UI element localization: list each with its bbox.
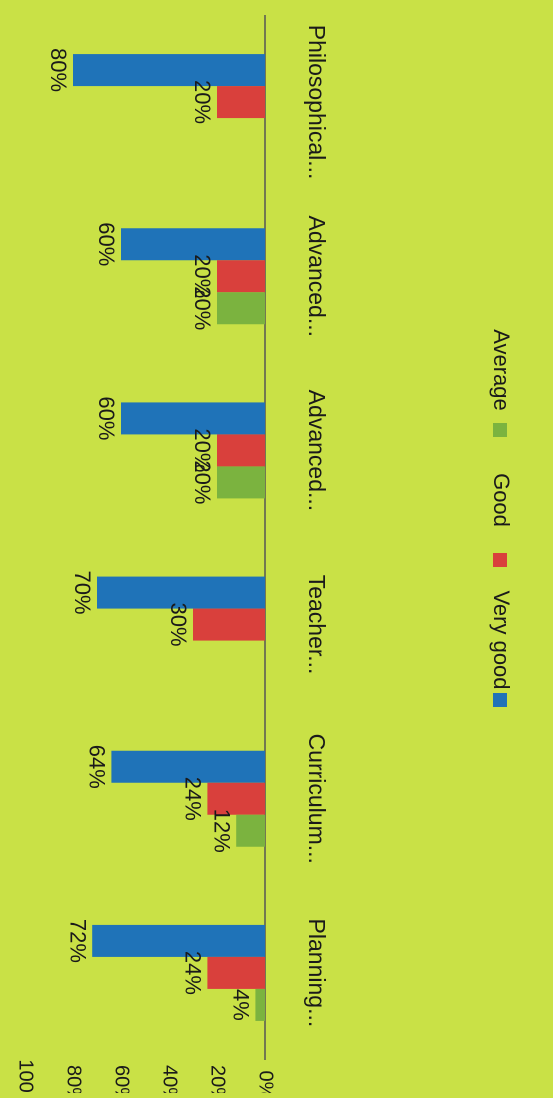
value-tick-label: 100% xyxy=(15,1059,37,1093)
bar-good xyxy=(193,608,265,641)
bar-average xyxy=(236,814,265,847)
bar-good xyxy=(207,956,265,989)
bar-good xyxy=(217,86,265,119)
data-label: 24% xyxy=(181,777,206,821)
data-label: 30% xyxy=(166,603,191,647)
bar-very-good xyxy=(73,54,265,87)
value-tick-label: 80% xyxy=(63,1065,85,1093)
value-tick-label: 60% xyxy=(111,1065,133,1093)
bar-very-good xyxy=(121,402,265,435)
data-label: 4% xyxy=(229,989,254,1021)
bar-very-good xyxy=(111,750,266,783)
category-label: Curriculum... xyxy=(304,734,330,864)
data-label: 24% xyxy=(181,951,206,995)
data-label: 12% xyxy=(209,809,234,853)
category-label: Teacher... xyxy=(304,575,330,675)
bar-very-good xyxy=(97,576,265,609)
data-label: 20% xyxy=(190,460,215,504)
data-label: 80% xyxy=(46,48,71,92)
data-label: 20% xyxy=(190,80,215,124)
data-label: 70% xyxy=(70,571,95,615)
legend-label: Average xyxy=(489,329,514,411)
bar-average xyxy=(255,988,265,1021)
data-label: 60% xyxy=(94,396,119,440)
bar-very-good xyxy=(121,228,265,261)
bar-good xyxy=(207,782,265,815)
category-label: Planning... xyxy=(304,919,330,1028)
bar-good xyxy=(217,434,265,467)
bar-good xyxy=(217,260,265,293)
value-tick-label: 0% xyxy=(255,1071,277,1093)
value-tick-label: 20% xyxy=(207,1065,229,1093)
data-label: 72% xyxy=(65,919,90,963)
legend-swatch xyxy=(493,423,507,437)
bar-average xyxy=(217,466,265,499)
value-tick-label: 40% xyxy=(159,1065,181,1093)
legend-label: Very good xyxy=(489,590,514,689)
category-label: Philosophical... xyxy=(304,25,330,180)
legend-swatch xyxy=(493,553,507,567)
bar-average xyxy=(217,292,265,325)
data-label: 60% xyxy=(94,222,119,266)
category-label: Advanced... xyxy=(304,390,330,511)
category-label: Advanced... xyxy=(304,216,330,337)
bar-very-good xyxy=(92,924,265,957)
legend-swatch xyxy=(493,693,507,707)
data-label: 20% xyxy=(190,428,215,472)
legend-label: Good xyxy=(489,473,514,527)
data-label: 20% xyxy=(190,254,215,298)
data-label: 64% xyxy=(85,745,110,789)
data-label: 20% xyxy=(190,286,215,330)
